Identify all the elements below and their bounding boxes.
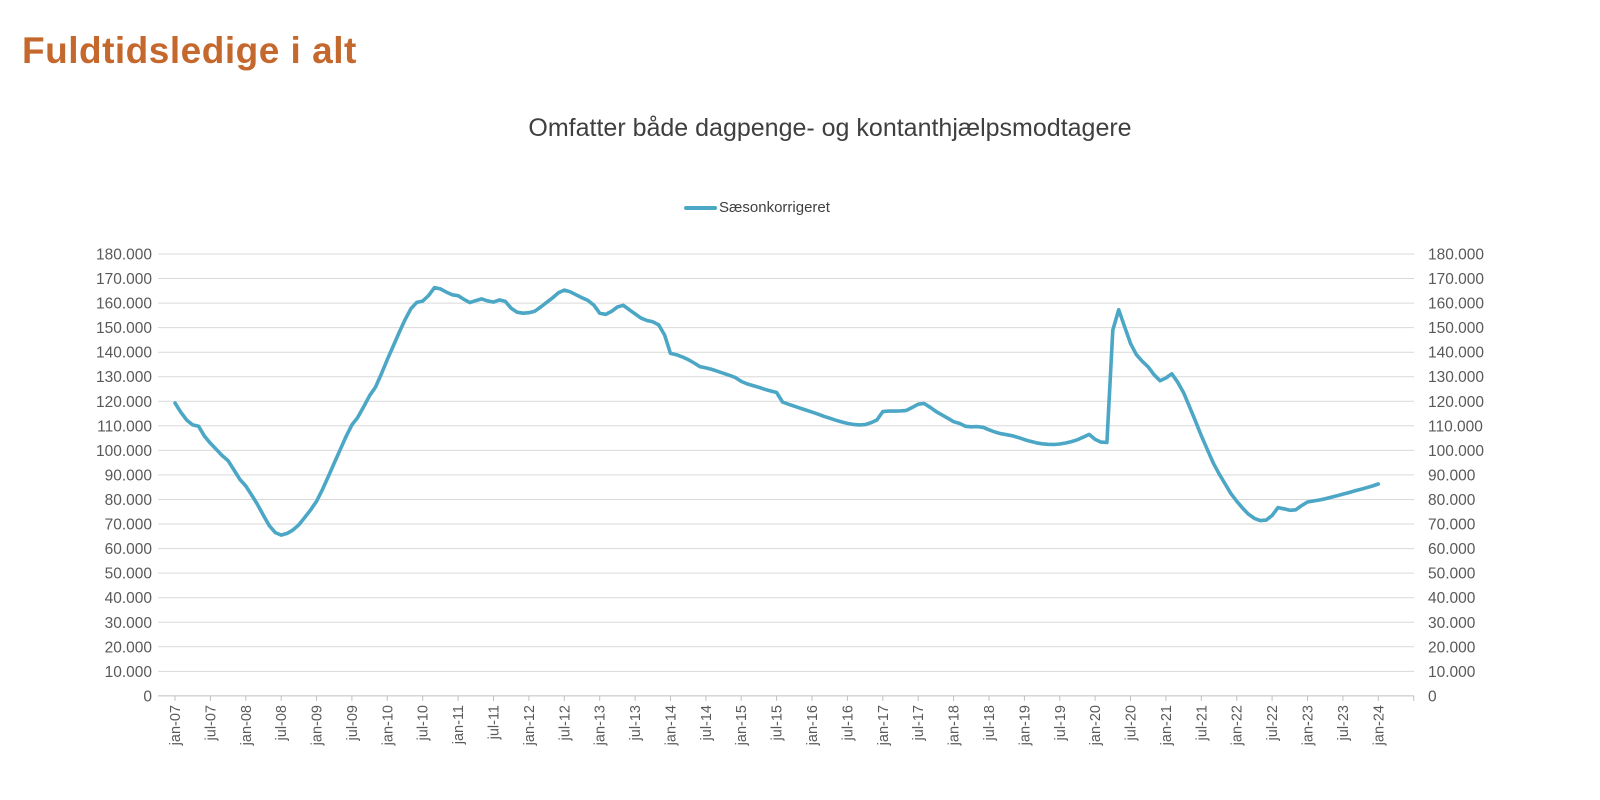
svg-text:30.000: 30.000 bbox=[105, 615, 153, 632]
svg-text:jan-14: jan-14 bbox=[664, 705, 680, 746]
svg-text:90.000: 90.000 bbox=[105, 467, 153, 484]
svg-text:jan-19: jan-19 bbox=[1017, 705, 1033, 746]
svg-text:jan-08: jan-08 bbox=[239, 705, 255, 746]
svg-text:30.000: 30.000 bbox=[1428, 615, 1476, 632]
legend-label: Sæsonkorrigeret bbox=[719, 199, 830, 216]
svg-text:jul-22: jul-22 bbox=[1265, 705, 1281, 741]
legend-line-swatch bbox=[684, 205, 718, 210]
svg-text:80.000: 80.000 bbox=[105, 492, 153, 509]
svg-text:jul-14: jul-14 bbox=[699, 705, 715, 741]
svg-text:110.000: 110.000 bbox=[1428, 418, 1483, 435]
chart-subtitle: Omfatter både dagpenge- og kontanthjælps… bbox=[528, 114, 1132, 142]
svg-text:jan-07: jan-07 bbox=[168, 705, 184, 746]
svg-text:jul-11: jul-11 bbox=[487, 705, 503, 740]
svg-text:jul-20: jul-20 bbox=[1124, 705, 1140, 741]
svg-text:90.000: 90.000 bbox=[1428, 467, 1476, 484]
svg-text:10.000: 10.000 bbox=[1428, 664, 1476, 681]
svg-text:110.000: 110.000 bbox=[97, 418, 152, 435]
svg-text:0: 0 bbox=[143, 688, 152, 705]
svg-text:jul-15: jul-15 bbox=[770, 705, 786, 741]
chart-legend: Sæsonkorrigeret bbox=[684, 199, 830, 216]
svg-text:140.000: 140.000 bbox=[1428, 345, 1484, 362]
svg-text:130.000: 130.000 bbox=[96, 369, 152, 386]
svg-text:jul-16: jul-16 bbox=[840, 705, 856, 741]
svg-text:0: 0 bbox=[1428, 688, 1437, 705]
svg-text:160.000: 160.000 bbox=[96, 296, 152, 313]
svg-text:jul-12: jul-12 bbox=[557, 705, 573, 741]
svg-text:140.000: 140.000 bbox=[96, 345, 152, 362]
svg-text:jul-18: jul-18 bbox=[982, 705, 998, 741]
svg-text:150.000: 150.000 bbox=[96, 320, 152, 337]
svg-text:jan-23: jan-23 bbox=[1301, 705, 1317, 746]
svg-text:jan-20: jan-20 bbox=[1088, 705, 1104, 746]
page-title: Fuldtidsledige i alt bbox=[22, 30, 357, 71]
svg-text:150.000: 150.000 bbox=[1428, 320, 1484, 337]
svg-text:170.000: 170.000 bbox=[1428, 271, 1484, 288]
svg-text:130.000: 130.000 bbox=[1428, 369, 1484, 386]
gridlines bbox=[158, 253, 1414, 672]
svg-text:jan-24: jan-24 bbox=[1371, 705, 1387, 746]
x-axis-labels: jan-07 jul-07 jan-08 jul-08 jan-09 jul-09 jan-… bbox=[168, 705, 1387, 746]
svg-text:jan-11: jan-11 bbox=[451, 705, 467, 745]
svg-text:jan-15: jan-15 bbox=[734, 705, 750, 746]
svg-text:40.000: 40.000 bbox=[1428, 590, 1476, 607]
svg-text:100.000: 100.000 bbox=[1428, 443, 1484, 460]
svg-text:120.000: 120.000 bbox=[96, 394, 152, 411]
svg-text:20.000: 20.000 bbox=[1428, 639, 1476, 656]
svg-text:jan-10: jan-10 bbox=[380, 705, 396, 746]
x-axis bbox=[158, 695, 1415, 701]
svg-text:60.000: 60.000 bbox=[1428, 541, 1476, 558]
svg-text:jan-16: jan-16 bbox=[805, 705, 821, 746]
svg-text:jan-22: jan-22 bbox=[1230, 705, 1246, 746]
series-line-saesonkorrigeret bbox=[173, 285, 1381, 537]
svg-text:70.000: 70.000 bbox=[1428, 517, 1476, 534]
svg-text:jan-21: jan-21 bbox=[1159, 705, 1175, 746]
svg-text:jan-18: jan-18 bbox=[947, 705, 963, 746]
svg-text:160.000: 160.000 bbox=[1428, 296, 1484, 313]
svg-text:jan-13: jan-13 bbox=[593, 705, 609, 746]
svg-text:60.000: 60.000 bbox=[105, 541, 153, 558]
svg-text:jul-08: jul-08 bbox=[274, 705, 290, 741]
svg-text:jul-13: jul-13 bbox=[628, 705, 644, 741]
svg-text:jan-09: jan-09 bbox=[310, 705, 326, 746]
y-axis-left-labels: 0 10.000 20.000 30.000 40.000 50.000 60.000 70.… bbox=[96, 247, 152, 706]
svg-text:jan-17: jan-17 bbox=[876, 705, 892, 746]
svg-text:120.000: 120.000 bbox=[1428, 394, 1484, 411]
svg-text:10.000: 10.000 bbox=[105, 664, 153, 681]
svg-text:jul-07: jul-07 bbox=[203, 705, 219, 741]
svg-text:180.000: 180.000 bbox=[96, 247, 152, 264]
svg-text:jul-17: jul-17 bbox=[911, 705, 927, 741]
svg-text:180.000: 180.000 bbox=[1428, 247, 1484, 264]
svg-text:70.000: 70.000 bbox=[105, 517, 153, 534]
svg-text:jul-23: jul-23 bbox=[1336, 705, 1352, 741]
svg-text:20.000: 20.000 bbox=[105, 639, 153, 656]
svg-text:jul-10: jul-10 bbox=[416, 705, 432, 741]
svg-text:jan-12: jan-12 bbox=[522, 705, 538, 746]
y-axis-right-labels: 0 10.000 20.000 30.000 40.000 50.000 60.000 70.… bbox=[1428, 247, 1484, 706]
svg-text:170.000: 170.000 bbox=[96, 271, 152, 288]
svg-text:50.000: 50.000 bbox=[105, 566, 153, 583]
svg-text:jul-09: jul-09 bbox=[345, 705, 361, 741]
svg-text:100.000: 100.000 bbox=[96, 443, 152, 460]
svg-text:40.000: 40.000 bbox=[105, 590, 153, 607]
svg-text:jul-19: jul-19 bbox=[1053, 705, 1069, 741]
svg-text:80.000: 80.000 bbox=[1428, 492, 1476, 509]
svg-text:50.000: 50.000 bbox=[1428, 566, 1476, 583]
svg-text:jul-21: jul-21 bbox=[1194, 705, 1210, 741]
